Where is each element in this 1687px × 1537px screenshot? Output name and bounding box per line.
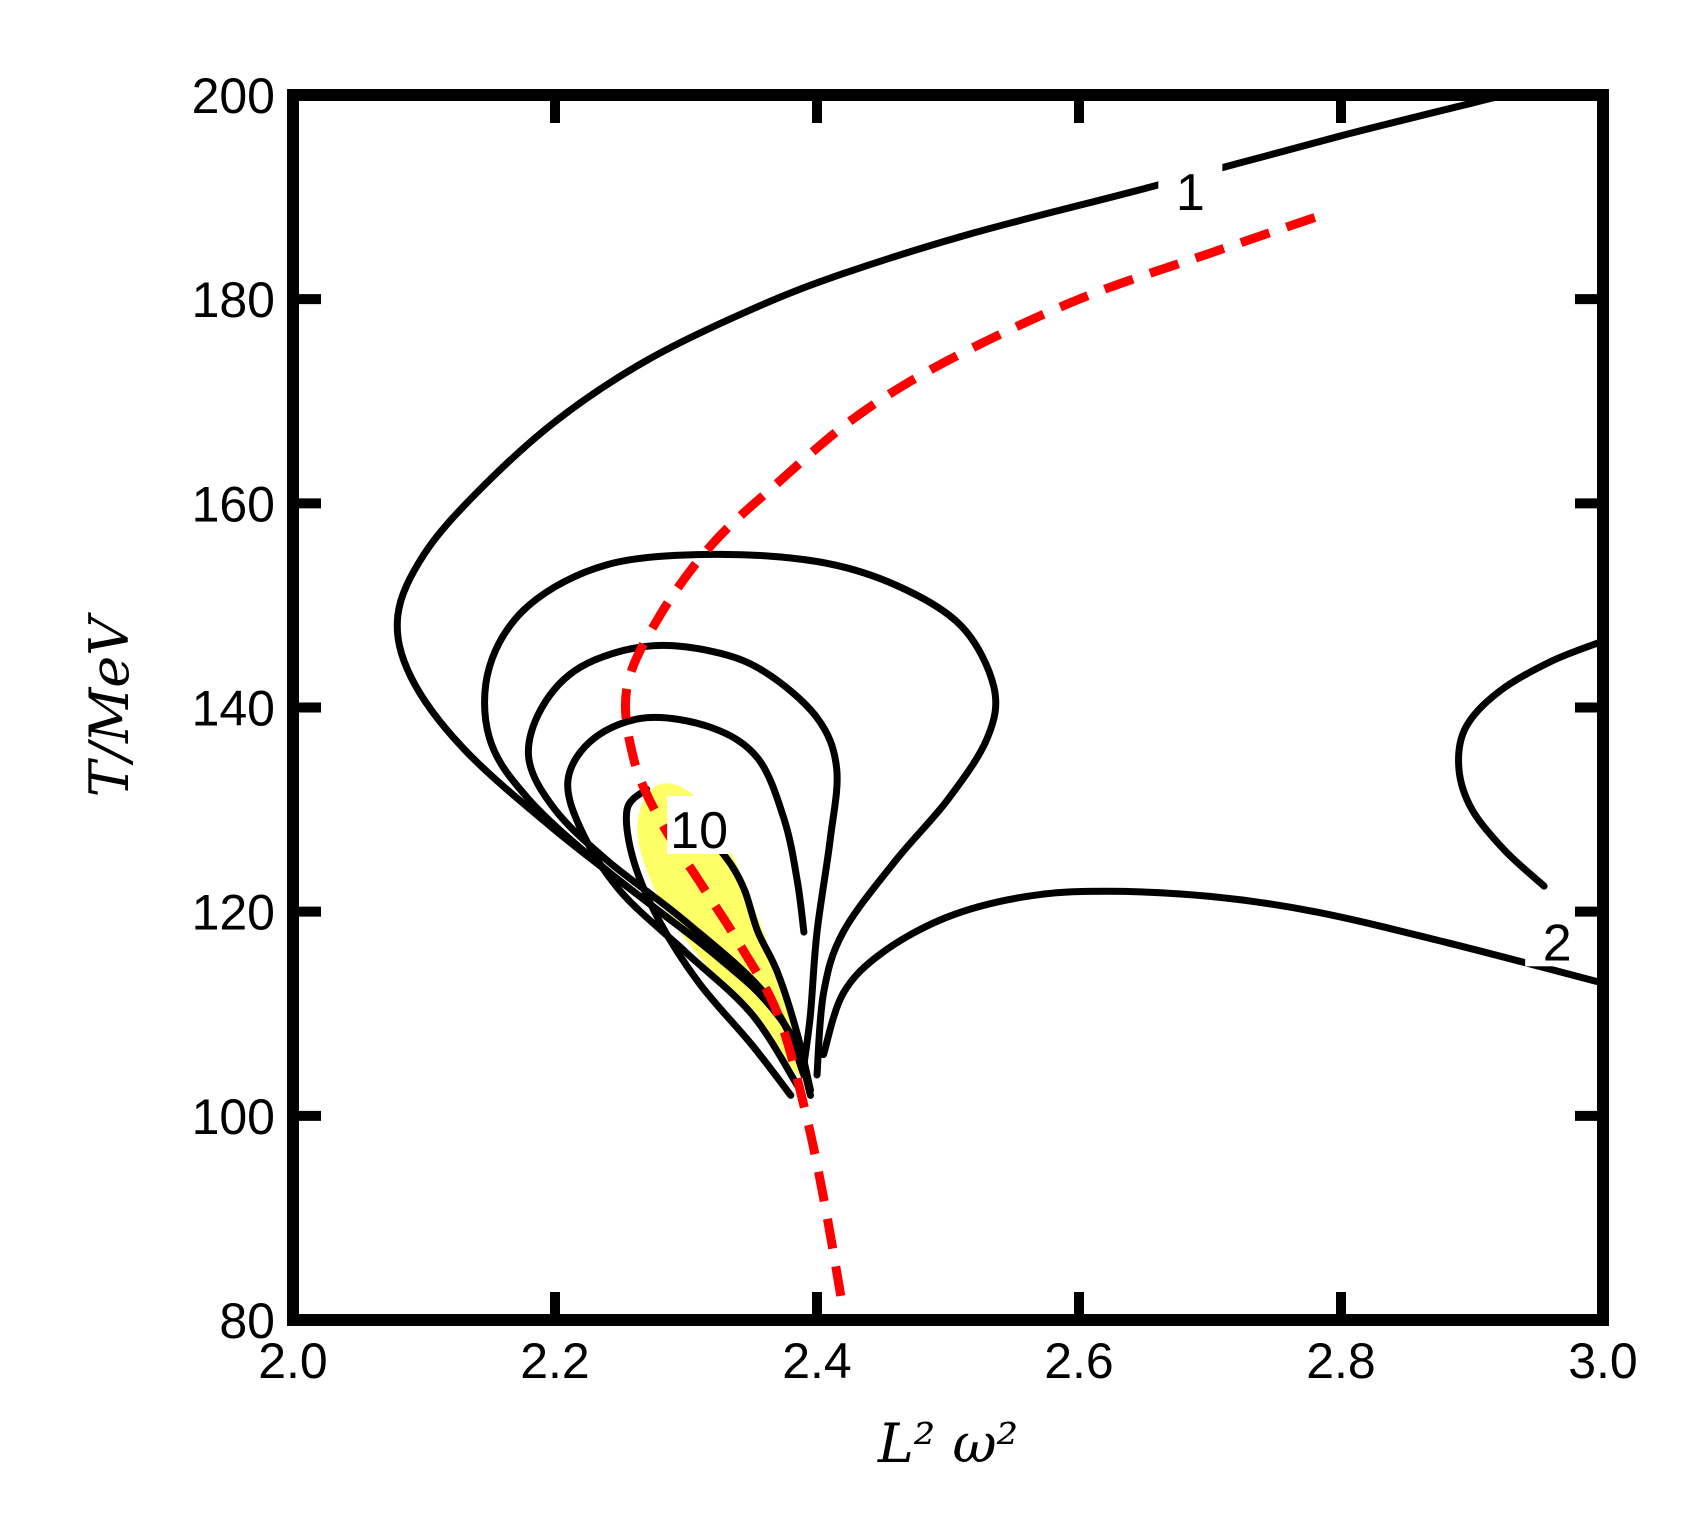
contour-label-gap — [667, 796, 732, 854]
y-tick-label: 120 — [192, 885, 275, 941]
contour-line-10-inner — [708, 836, 814, 1094]
x-tick-label: 2.0 — [258, 1333, 328, 1389]
ticks-layer — [288, 90, 1608, 1325]
contour-line-10 — [622, 785, 795, 1099]
dashed-curve — [620, 213, 1317, 1311]
y-tick-label: 200 — [192, 68, 275, 124]
x-tick-label: 3.0 — [1568, 1333, 1638, 1389]
contour-line-contour-6 — [820, 887, 1607, 1059]
y-tick-label: 140 — [192, 681, 275, 737]
contour-lines-layer — [393, 91, 1607, 1099]
y-tick-label: 180 — [192, 272, 275, 328]
contour-line-contour-4 — [564, 713, 808, 1089]
y-tick-label: 80 — [219, 1293, 275, 1349]
x-axis-label: L² ω² — [877, 1412, 1018, 1475]
highlight-region-layer — [637, 783, 805, 1077]
contour-label-gap — [1158, 157, 1223, 216]
contour-label: 1 — [1176, 164, 1205, 222]
contour-labels-layer: 1 10 2 — [667, 157, 1590, 972]
x-tick-label: 2.6 — [1044, 1333, 1114, 1389]
highlight-region — [637, 783, 805, 1077]
x-tick-label: 2.4 — [782, 1333, 852, 1389]
contour-line-2 — [1455, 637, 1607, 890]
contour-label: 10 — [670, 802, 728, 860]
tick-labels-layer: 2.0 2.2 2.4 2.6 2.8 3.0 80 100 120 140 160 180 200 — [192, 68, 1638, 1389]
y-axis-label: T/MeV — [78, 612, 141, 797]
x-tick-label: 2.2 — [520, 1333, 590, 1389]
y-tick-label: 160 — [192, 476, 275, 532]
dashed-curve-layer — [620, 213, 1317, 1311]
y-tick-label: 100 — [192, 1089, 275, 1145]
contour-label: 2 — [1543, 914, 1572, 972]
contour-label-gap — [1525, 908, 1590, 967]
x-tick-label: 2.8 — [1306, 1333, 1376, 1389]
